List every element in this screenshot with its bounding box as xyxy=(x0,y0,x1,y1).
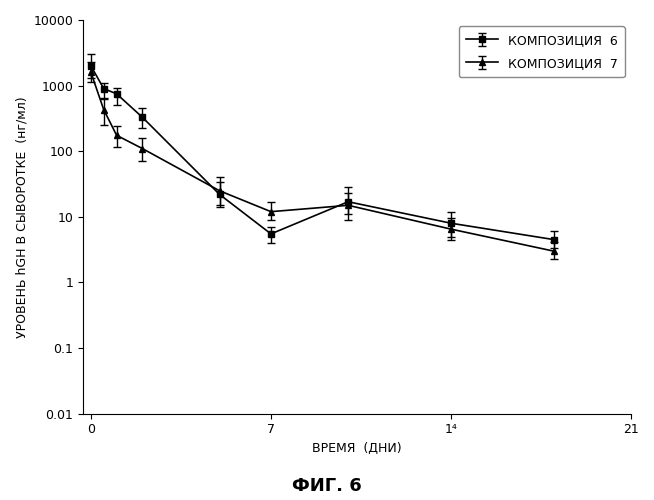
Text: ФИГ. 6: ФИГ. 6 xyxy=(292,477,362,495)
X-axis label: ВРЕМЯ  (ДНИ): ВРЕМЯ (ДНИ) xyxy=(313,442,402,455)
Y-axis label: УРОВЕНЬ hGH В СЫВОРОТКЕ  (нг/мл): УРОВЕНЬ hGH В СЫВОРОТКЕ (нг/мл) xyxy=(15,96,28,338)
Legend: КОМПОЗИЦИЯ  6, КОМПОЗИЦИЯ  7: КОМПОЗИЦИЯ 6, КОМПОЗИЦИЯ 7 xyxy=(458,26,625,77)
